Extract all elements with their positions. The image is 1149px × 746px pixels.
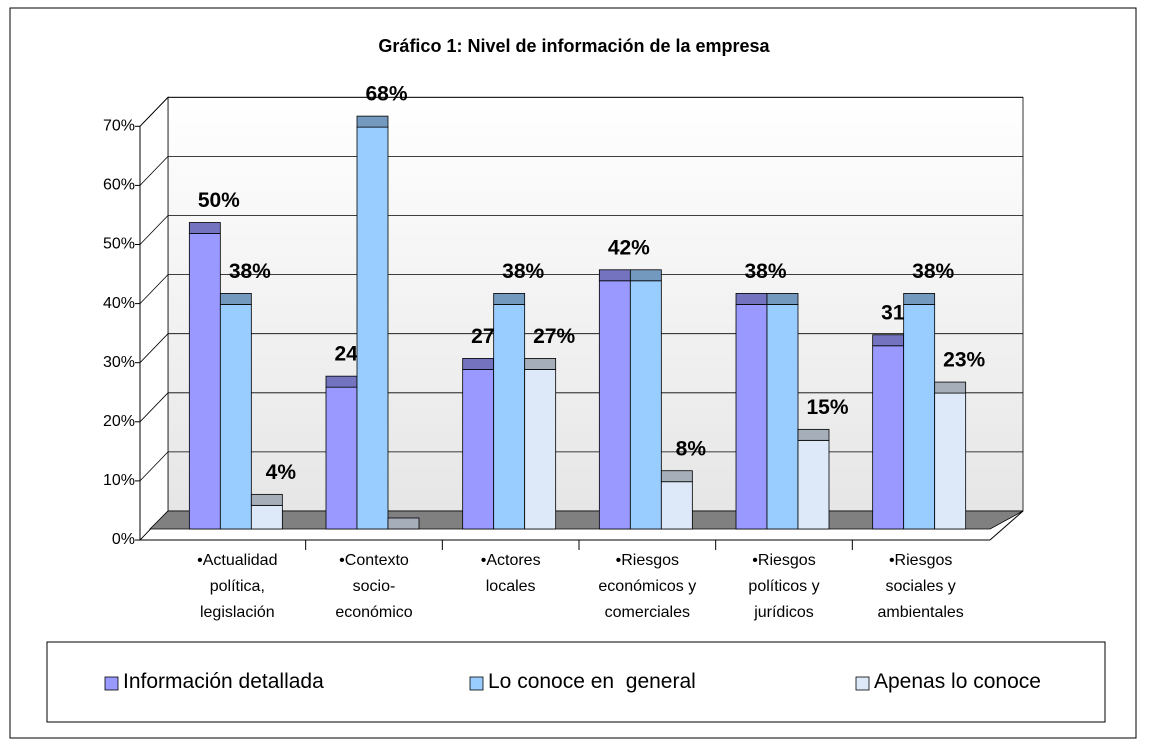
bar — [188, 233, 221, 530]
x-tick-label: •Riesgos económicos y comerciales — [598, 552, 697, 621]
y-tick-label: 60% — [103, 177, 135, 194]
bar — [493, 304, 526, 530]
y-tick-label: 30% — [103, 354, 135, 371]
bar-top — [325, 375, 358, 388]
y-tick-label: 20% — [103, 413, 135, 430]
bar-top — [219, 293, 252, 305]
data-label: 38% — [502, 260, 544, 283]
y-tick-label: 70% — [103, 118, 135, 135]
bar — [219, 304, 252, 530]
grid-line — [139, 96, 1023, 127]
legend-swatch — [104, 676, 119, 691]
data-label: 38% — [744, 260, 786, 283]
data-label: 8% — [676, 437, 707, 460]
bar-top — [250, 493, 283, 506]
bar-top — [872, 334, 905, 347]
data-label: 38% — [912, 260, 954, 283]
data-label: 50% — [198, 189, 240, 212]
bar — [872, 345, 905, 530]
bar-top — [356, 115, 389, 128]
bar-top — [188, 222, 221, 234]
legend-swatch — [855, 676, 870, 691]
grid-line — [139, 215, 1023, 245]
bar — [660, 481, 693, 530]
grid-line — [139, 274, 1023, 304]
bar-top — [660, 470, 693, 483]
x-axis-edge — [989, 510, 1024, 541]
bar — [766, 304, 799, 530]
bar-top — [735, 293, 768, 305]
bar-top — [766, 293, 799, 305]
y-tick-label: 0% — [112, 531, 135, 548]
x-tick-label: •Actualidad política, legislación — [197, 552, 278, 621]
bar — [735, 304, 768, 530]
bar — [598, 280, 631, 530]
legend-swatch — [469, 676, 484, 691]
bar-top — [598, 269, 631, 282]
grid-line — [139, 155, 1023, 186]
legend-label: Apenas lo conoce — [874, 670, 1041, 693]
bar-top — [524, 358, 557, 370]
bar-top — [462, 358, 495, 370]
bar — [462, 369, 495, 530]
bar-top — [934, 381, 967, 394]
y-tick-label: 50% — [103, 236, 135, 253]
data-label: 68% — [365, 83, 407, 106]
bar — [934, 392, 967, 530]
bar-top — [797, 428, 830, 441]
y-tick-label: 40% — [103, 295, 135, 312]
side-wall — [139, 96, 169, 541]
bar-top — [493, 293, 526, 305]
legend-label: Lo conoce en general — [488, 670, 696, 693]
bar — [325, 386, 358, 530]
x-tick-label: •Riesgos políticos y jurídicos — [748, 552, 820, 621]
x-tick-label: •Riesgos sociales y ambientales — [877, 552, 964, 621]
data-label: 15% — [806, 396, 848, 419]
bar — [356, 126, 389, 530]
bar — [629, 280, 662, 530]
data-label: 4% — [266, 461, 297, 484]
bar-top — [629, 269, 662, 282]
data-label: 27% — [533, 325, 575, 348]
x-tick-label: •Actores locales — [480, 552, 541, 595]
legend-label: Información detallada — [123, 670, 324, 693]
bar — [250, 504, 283, 530]
bar — [797, 439, 830, 530]
bar — [524, 369, 557, 530]
bar-top — [387, 517, 420, 530]
data-label: 38% — [229, 260, 271, 283]
bar-top — [903, 293, 936, 305]
chart-title: Gráfico 1: Nivel de información de la em… — [378, 36, 770, 56]
data-label: 23% — [943, 349, 985, 372]
x-tick-label: •Contexto socio-económico — [335, 552, 413, 621]
legend-box — [46, 641, 1106, 723]
bar — [903, 304, 936, 530]
y-tick-label: 10% — [103, 472, 135, 489]
data-label: 42% — [608, 236, 650, 259]
